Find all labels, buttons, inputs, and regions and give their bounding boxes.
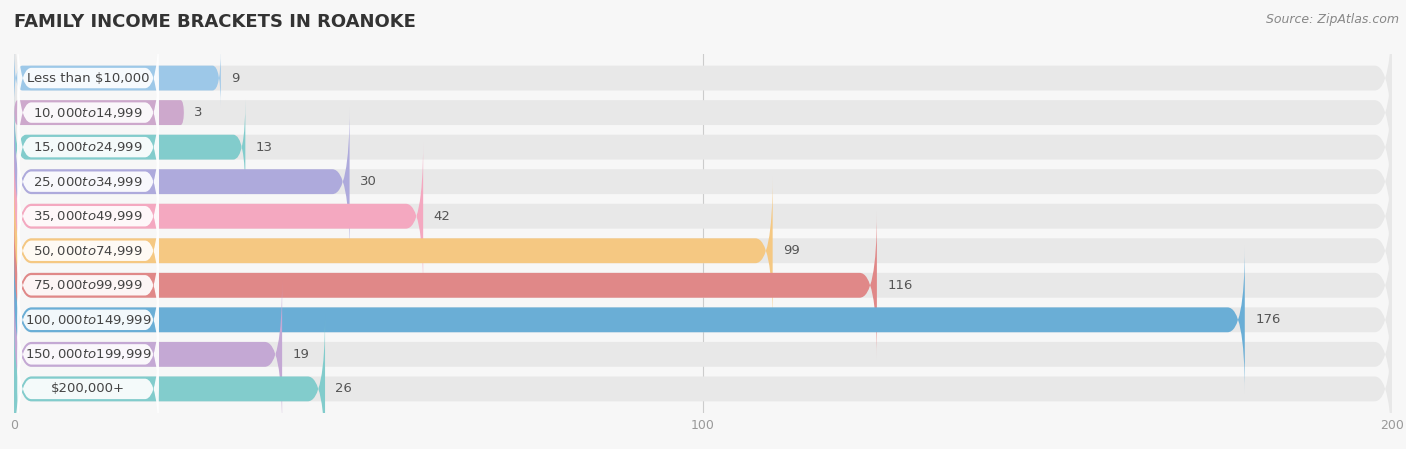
FancyBboxPatch shape	[17, 19, 159, 137]
FancyBboxPatch shape	[14, 246, 1244, 394]
FancyBboxPatch shape	[14, 108, 350, 255]
Text: 99: 99	[783, 244, 800, 257]
Text: 9: 9	[231, 71, 239, 84]
FancyBboxPatch shape	[17, 295, 159, 413]
FancyBboxPatch shape	[14, 315, 325, 449]
Text: $10,000 to $14,999: $10,000 to $14,999	[34, 106, 143, 119]
Text: 116: 116	[887, 279, 912, 292]
FancyBboxPatch shape	[14, 142, 423, 290]
Text: $100,000 to $149,999: $100,000 to $149,999	[25, 313, 152, 327]
Text: $15,000 to $24,999: $15,000 to $24,999	[34, 140, 143, 154]
Text: $200,000+: $200,000+	[51, 383, 125, 396]
FancyBboxPatch shape	[14, 100, 184, 125]
FancyBboxPatch shape	[14, 281, 283, 428]
Text: Source: ZipAtlas.com: Source: ZipAtlas.com	[1265, 13, 1399, 26]
Text: 42: 42	[433, 210, 450, 223]
FancyBboxPatch shape	[14, 211, 877, 359]
Text: $75,000 to $99,999: $75,000 to $99,999	[34, 278, 143, 292]
FancyBboxPatch shape	[14, 246, 1392, 394]
FancyBboxPatch shape	[14, 177, 1392, 325]
FancyBboxPatch shape	[17, 157, 159, 275]
Text: $50,000 to $74,999: $50,000 to $74,999	[34, 244, 143, 258]
FancyBboxPatch shape	[17, 330, 159, 448]
FancyBboxPatch shape	[14, 73, 1392, 221]
FancyBboxPatch shape	[17, 54, 159, 172]
FancyBboxPatch shape	[14, 100, 245, 195]
FancyBboxPatch shape	[17, 123, 159, 241]
FancyBboxPatch shape	[14, 177, 773, 325]
FancyBboxPatch shape	[14, 39, 1392, 186]
Text: FAMILY INCOME BRACKETS IN ROANOKE: FAMILY INCOME BRACKETS IN ROANOKE	[14, 13, 416, 31]
Text: 3: 3	[194, 106, 202, 119]
Text: Less than $10,000: Less than $10,000	[27, 71, 149, 84]
FancyBboxPatch shape	[17, 261, 159, 379]
Text: 26: 26	[336, 383, 353, 396]
FancyBboxPatch shape	[14, 108, 1392, 255]
Text: 13: 13	[256, 141, 273, 154]
Text: $25,000 to $34,999: $25,000 to $34,999	[34, 175, 143, 189]
FancyBboxPatch shape	[17, 88, 159, 206]
Text: 176: 176	[1256, 313, 1281, 326]
FancyBboxPatch shape	[14, 49, 221, 107]
FancyBboxPatch shape	[17, 192, 159, 310]
Text: $35,000 to $49,999: $35,000 to $49,999	[34, 209, 143, 223]
FancyBboxPatch shape	[14, 281, 1392, 428]
FancyBboxPatch shape	[14, 142, 1392, 290]
Text: $150,000 to $199,999: $150,000 to $199,999	[25, 348, 152, 361]
FancyBboxPatch shape	[14, 315, 1392, 449]
FancyBboxPatch shape	[14, 4, 1392, 152]
FancyBboxPatch shape	[14, 211, 1392, 359]
Text: 30: 30	[360, 175, 377, 188]
Text: 19: 19	[292, 348, 309, 361]
FancyBboxPatch shape	[17, 226, 159, 344]
